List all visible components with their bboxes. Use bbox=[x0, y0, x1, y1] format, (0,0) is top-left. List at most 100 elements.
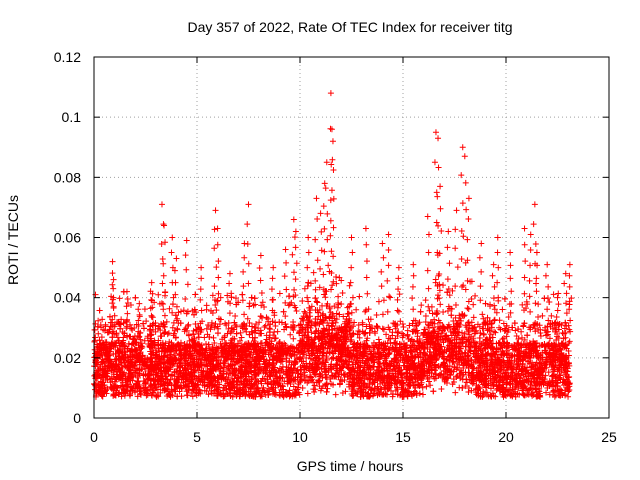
data-point bbox=[252, 301, 259, 308]
data-point bbox=[499, 306, 506, 313]
data-point bbox=[210, 334, 217, 341]
data-point bbox=[480, 315, 487, 322]
data-point bbox=[211, 324, 218, 331]
data-point bbox=[95, 317, 102, 324]
data-point bbox=[436, 287, 443, 294]
data-point bbox=[452, 389, 459, 396]
data-point bbox=[311, 388, 318, 395]
data-point bbox=[565, 347, 572, 354]
data-point bbox=[286, 301, 293, 308]
data-point bbox=[472, 292, 479, 299]
data-point bbox=[177, 308, 184, 315]
data-point bbox=[465, 389, 472, 396]
data-point bbox=[290, 383, 297, 390]
data-point bbox=[185, 321, 192, 328]
data-point bbox=[422, 312, 429, 319]
data-point bbox=[244, 315, 251, 322]
data-point bbox=[307, 280, 314, 287]
data-point bbox=[92, 291, 99, 298]
data-point bbox=[105, 329, 112, 336]
data-point bbox=[148, 382, 155, 389]
data-point bbox=[333, 361, 340, 368]
data-point bbox=[416, 319, 423, 326]
data-point bbox=[539, 312, 546, 319]
data-point bbox=[161, 312, 168, 319]
data-point bbox=[250, 302, 257, 309]
data-point bbox=[310, 269, 317, 276]
data-point bbox=[375, 336, 382, 343]
data-point bbox=[192, 321, 199, 328]
data-point bbox=[266, 325, 273, 332]
data-point bbox=[395, 308, 402, 315]
data-point bbox=[301, 285, 308, 292]
data-point bbox=[550, 291, 557, 298]
data-point bbox=[465, 305, 472, 312]
data-point bbox=[312, 334, 319, 341]
data-point bbox=[294, 374, 301, 381]
data-point bbox=[365, 306, 372, 313]
data-point bbox=[208, 319, 215, 326]
data-point bbox=[470, 314, 477, 321]
data-point bbox=[141, 337, 148, 344]
data-point bbox=[470, 301, 477, 308]
data-point bbox=[371, 328, 378, 335]
data-point bbox=[232, 313, 239, 320]
data-point bbox=[440, 308, 447, 315]
data-point bbox=[438, 385, 445, 392]
data-point bbox=[427, 382, 434, 389]
data-point bbox=[163, 318, 170, 325]
data-point bbox=[304, 390, 311, 397]
data-point bbox=[299, 316, 306, 323]
data-point bbox=[419, 384, 426, 391]
data-point bbox=[192, 367, 199, 374]
data-point bbox=[361, 375, 368, 382]
data-point bbox=[499, 336, 506, 343]
data-point bbox=[270, 332, 277, 339]
data-point bbox=[519, 301, 526, 308]
data-point bbox=[237, 329, 244, 336]
data-point bbox=[437, 301, 444, 308]
data-point bbox=[261, 323, 268, 330]
data-point bbox=[435, 330, 442, 337]
data-point bbox=[518, 328, 525, 335]
data-point bbox=[549, 372, 556, 379]
data-point bbox=[507, 309, 514, 316]
data-point bbox=[329, 354, 336, 361]
data-point bbox=[118, 316, 125, 323]
data-point bbox=[259, 299, 266, 306]
data-point bbox=[276, 290, 283, 297]
data-point bbox=[299, 298, 306, 305]
data-point bbox=[211, 339, 218, 346]
data-point bbox=[431, 316, 438, 323]
data-point bbox=[180, 307, 187, 314]
data-point bbox=[464, 305, 471, 312]
data-point bbox=[357, 393, 364, 400]
data-point bbox=[487, 331, 494, 338]
data-point bbox=[461, 330, 468, 337]
data-point bbox=[184, 392, 191, 399]
data-point bbox=[109, 300, 116, 307]
data-point bbox=[332, 391, 339, 398]
data-point bbox=[301, 372, 308, 379]
data-point bbox=[232, 295, 239, 302]
data-point bbox=[143, 318, 150, 325]
data-point bbox=[470, 324, 477, 331]
data-point bbox=[512, 327, 519, 334]
data-point bbox=[565, 393, 572, 400]
data-point bbox=[276, 319, 283, 326]
data-point bbox=[445, 286, 452, 293]
data-point bbox=[471, 353, 478, 360]
data-point bbox=[565, 322, 572, 329]
data-point bbox=[353, 306, 360, 313]
data-point bbox=[338, 301, 345, 308]
data-point bbox=[272, 323, 279, 330]
data-points bbox=[91, 90, 575, 400]
data-point bbox=[480, 330, 487, 337]
data-point bbox=[423, 383, 430, 390]
data-point bbox=[331, 303, 338, 310]
data-point bbox=[545, 369, 552, 376]
data-point bbox=[99, 316, 106, 323]
data-point bbox=[167, 376, 174, 383]
data-point bbox=[491, 302, 498, 309]
data-point bbox=[396, 291, 403, 298]
